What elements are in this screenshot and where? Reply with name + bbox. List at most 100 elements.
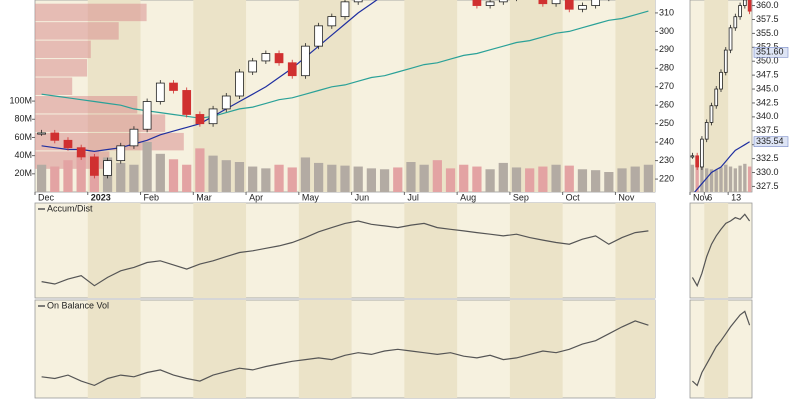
- candle: [472, 0, 482, 6]
- candle: [37, 132, 46, 135]
- candle: [76, 147, 86, 158]
- y-tick-label: 250: [659, 118, 674, 128]
- volume-bar: [168, 159, 179, 192]
- month-band: [298, 300, 352, 398]
- volume-bar: [445, 168, 456, 192]
- month-band: [615, 203, 655, 298]
- candle: [221, 95, 231, 110]
- candle: [182, 90, 192, 115]
- volume-bar: [577, 169, 588, 192]
- volume-bar: [274, 164, 284, 192]
- candle: [301, 45, 310, 77]
- y-tick-label: 337.5: [756, 125, 779, 135]
- volume-bar: [195, 148, 205, 192]
- month-band: [87, 300, 141, 398]
- candle: [63, 139, 73, 149]
- y-tick-label: 340.0: [756, 111, 779, 121]
- y-tick-label: 342.5: [756, 97, 779, 107]
- x-tick-label: Jun: [355, 192, 370, 202]
- candle: [129, 128, 139, 147]
- volume-bar: [643, 164, 654, 192]
- candle: [498, 0, 508, 3]
- month-band: [87, 203, 141, 298]
- candle: [591, 0, 600, 6]
- volume-by-price-bar: [35, 40, 91, 59]
- volume-bar: [743, 163, 747, 192]
- candle: [90, 156, 99, 176]
- ma-long-line: [41, 10, 649, 119]
- volume-by-price-bar: [35, 77, 73, 95]
- candle: [208, 108, 218, 125]
- volume-bar: [472, 166, 482, 192]
- candle: [50, 132, 60, 141]
- price-marker-box: [753, 136, 789, 147]
- y-tick-label: 345.0: [756, 83, 779, 93]
- volume-bar: [419, 164, 429, 192]
- volume-by-price-bar: [35, 96, 138, 114]
- candle: [340, 1, 350, 18]
- ma-short-line: [41, 0, 378, 153]
- volume-bar: [630, 166, 640, 192]
- ma-short-line: [694, 141, 750, 192]
- volume-bar: [498, 162, 508, 192]
- y-tick-label: 300: [659, 26, 674, 36]
- volume-bar: [129, 164, 139, 192]
- candle: [142, 101, 152, 130]
- x-tick-label: 13: [731, 192, 741, 202]
- candle: [747, 0, 752, 12]
- candle: [248, 60, 258, 73]
- volume-bar: [738, 165, 742, 192]
- y-tick-label: 355.0: [756, 28, 779, 38]
- volume-bar: [36, 164, 47, 192]
- candle: [314, 25, 323, 47]
- volume-bar: [393, 167, 403, 192]
- candle: [169, 82, 178, 91]
- volume-by-price-bar: [35, 3, 147, 22]
- x-tick-label: Sep: [513, 192, 529, 202]
- x-tick-label: Oct: [566, 192, 581, 202]
- candle: [485, 1, 495, 6]
- volume-bar: [733, 168, 737, 192]
- indicator-line: [41, 320, 649, 387]
- x-tick-label: Jul: [407, 192, 419, 202]
- y-tick-label: 330.0: [756, 167, 779, 177]
- month-band: [509, 0, 563, 192]
- volume-bar: [76, 155, 86, 192]
- month-band: [509, 203, 563, 298]
- price-marker-box: [753, 47, 789, 58]
- month-band: [404, 203, 458, 298]
- volume-bar: [525, 168, 535, 192]
- volume-tick-label: 80M: [14, 114, 32, 124]
- volume-bar: [248, 166, 258, 192]
- candle: [353, 0, 363, 3]
- volume-bar: [155, 153, 165, 192]
- x-tick-label: Apr: [249, 192, 263, 202]
- volume-bar: [538, 166, 548, 192]
- y-tick-label: 352.5: [756, 42, 779, 52]
- month-band: [298, 203, 352, 298]
- candle: [690, 155, 695, 158]
- y-tick-label: 347.5: [756, 70, 779, 80]
- volume-bar: [747, 166, 752, 192]
- month-band: [704, 203, 729, 298]
- candle: [723, 49, 728, 73]
- x-tick-label: Nov: [693, 192, 710, 202]
- candle: [287, 62, 297, 77]
- volume-bar: [551, 164, 561, 192]
- x-tick-label: Nov: [618, 192, 635, 202]
- candle: [714, 88, 719, 107]
- x-tick-label: Aug: [460, 192, 476, 202]
- indicator-line: [691, 310, 751, 387]
- indicator-line: [691, 213, 751, 288]
- candle: [155, 82, 165, 102]
- price-marker-label: 351.60: [756, 47, 784, 57]
- candle: [743, 0, 747, 6]
- y-tick-label: 350.0: [756, 56, 779, 66]
- volume-bar: [353, 166, 363, 192]
- volume-bar: [728, 166, 733, 192]
- candle: [564, 0, 574, 10]
- candle: [116, 145, 126, 162]
- month-band: [704, 300, 729, 398]
- y-tick-label: 332.5: [756, 153, 779, 163]
- candle: [551, 0, 561, 5]
